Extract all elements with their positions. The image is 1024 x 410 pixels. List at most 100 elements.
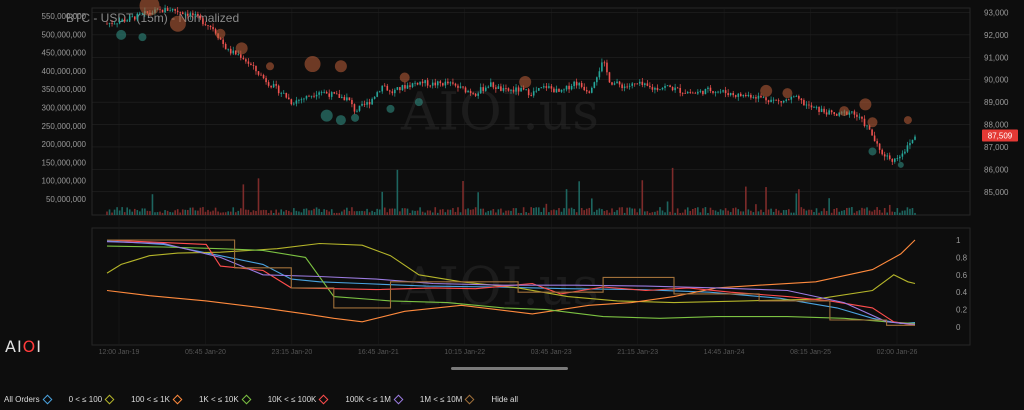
legend-item[interactable]: 0 < ≤ 100 <box>69 394 115 404</box>
candle-body <box>277 85 280 94</box>
candle-body <box>525 89 527 91</box>
volume-bar <box>818 212 820 215</box>
volume-bar <box>659 207 661 215</box>
candle-body <box>737 93 740 97</box>
candle-body <box>449 82 452 84</box>
price-tick-label: 91,000 <box>984 53 1009 62</box>
legend-item[interactable]: 1M < ≤ 10M <box>420 394 475 404</box>
volume-bar <box>234 212 237 215</box>
volume-bar <box>861 207 863 215</box>
volume-bar <box>727 210 729 215</box>
volume-bar <box>757 211 760 215</box>
candle-body <box>646 83 649 86</box>
volume-bar <box>828 198 830 215</box>
candle-body <box>517 87 520 92</box>
candle-body <box>164 8 166 13</box>
candle-body <box>161 9 164 13</box>
candle-body <box>399 87 401 91</box>
legend-item[interactable]: 100 < ≤ 1K <box>131 394 183 404</box>
candle-body <box>530 95 532 96</box>
candle-body <box>394 89 396 94</box>
candle-body <box>535 90 538 92</box>
volume-bar <box>851 207 853 215</box>
candle-body <box>830 110 833 113</box>
candle-body <box>436 81 439 86</box>
volume-bar <box>515 208 517 215</box>
volume-bar <box>469 209 472 215</box>
volume-bar <box>530 207 532 215</box>
candle-body <box>169 10 171 12</box>
candle-body <box>548 86 550 88</box>
candle-body <box>270 85 272 88</box>
candle-body <box>669 85 671 88</box>
sell-order-bubble <box>266 62 275 71</box>
buy-order-bubble <box>335 115 346 126</box>
candle-body <box>633 83 636 85</box>
candle-body <box>689 92 692 93</box>
candle-body <box>282 92 285 94</box>
volume-bar <box>250 212 252 215</box>
volume-bar <box>717 211 719 215</box>
candle-body <box>555 88 558 93</box>
candle-body <box>823 108 825 113</box>
volume-bar <box>815 208 818 215</box>
volume-bar <box>767 209 770 215</box>
candle-body <box>373 96 376 99</box>
volume-bar <box>247 209 250 215</box>
candle-body <box>348 97 351 101</box>
volume-bar <box>363 211 366 215</box>
volume-bar <box>601 209 603 215</box>
candle-body <box>611 82 613 85</box>
volume-bar <box>633 208 636 215</box>
hide-all-button[interactable]: Hide all <box>491 395 518 404</box>
volume-bar <box>623 212 626 215</box>
indicator-tick-label: 0 <box>956 323 961 332</box>
volume-bar <box>507 210 510 215</box>
volume-bar <box>580 208 583 215</box>
volume-bar <box>106 211 108 215</box>
series-line-100-1k <box>106 239 916 323</box>
candle-body <box>558 88 560 92</box>
chart-area[interactable]: AIOI.usAIOI.us85,00086,00087,00088,00089… <box>0 0 1024 388</box>
volume-bar <box>621 207 623 215</box>
chart-scrollbar[interactable] <box>451 367 568 370</box>
time-tick-label: 02:00 Jan-26 <box>877 349 918 356</box>
volume-bar <box>131 211 134 215</box>
candle-body <box>575 81 578 86</box>
legend-item[interactable]: 1K < ≤ 10K <box>199 394 252 404</box>
candle-body <box>848 112 851 115</box>
candle-body <box>447 81 449 84</box>
candle-body <box>368 102 371 105</box>
candle-body <box>585 90 588 92</box>
candle-body <box>250 63 252 66</box>
candle-body <box>573 81 575 86</box>
candle-body <box>659 89 661 91</box>
candle-body <box>873 135 876 142</box>
volume-bar <box>295 210 298 215</box>
candle-body <box>353 104 356 112</box>
volume-bar <box>631 208 633 215</box>
legend-item[interactable]: 10K < ≤ 100K <box>268 394 329 404</box>
candle-body <box>782 100 785 103</box>
candle-body <box>671 87 674 91</box>
candle-body <box>901 153 904 157</box>
candle-body <box>335 93 338 95</box>
volume-bar <box>866 207 868 215</box>
legend-item[interactable]: All Orders <box>4 394 53 404</box>
volume-bar <box>406 208 409 215</box>
candle-body <box>431 82 434 86</box>
volume-bar <box>133 208 136 215</box>
volume-bar <box>883 208 886 215</box>
candle-body <box>507 88 510 91</box>
legend-item[interactable]: 100K < ≤ 1M <box>345 394 404 404</box>
candle-body <box>570 85 573 90</box>
candle-body <box>532 91 535 96</box>
candle-body <box>578 83 580 86</box>
candle-body <box>300 99 303 101</box>
candle-body <box>386 85 389 91</box>
candle-body <box>136 13 139 20</box>
volume-bar <box>252 210 255 215</box>
volume-bar <box>171 212 174 215</box>
candle-body <box>293 103 295 105</box>
candle-body <box>757 95 760 99</box>
